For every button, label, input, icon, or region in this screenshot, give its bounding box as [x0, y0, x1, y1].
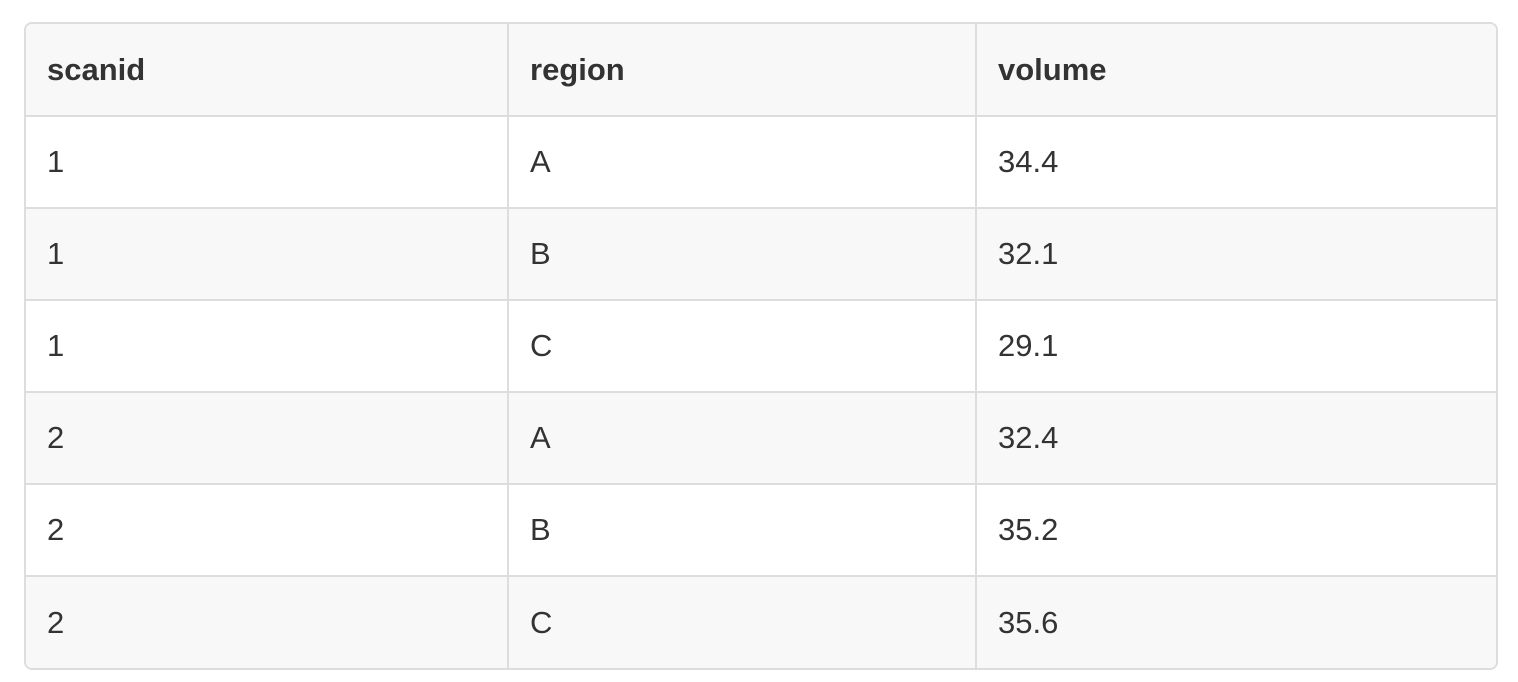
cell-scanid: 1 — [26, 299, 508, 392]
cell-region: B — [507, 483, 976, 576]
data-table: scanid region volume 1 A 34.4 1 B 32.1 1… — [24, 22, 1498, 670]
table-header: scanid region volume — [26, 24, 1496, 116]
table-row: 2 B 35.2 — [26, 483, 1496, 576]
column-header-scanid: scanid — [26, 24, 508, 116]
table-row: 1 C 29.1 — [26, 299, 1496, 392]
cell-scanid: 1 — [26, 115, 508, 208]
cell-volume: 34.4 — [975, 115, 1496, 208]
table-row: 2 C 35.6 — [26, 575, 1496, 668]
cell-volume: 35.6 — [975, 575, 1496, 668]
column-header-volume: volume — [975, 24, 1496, 116]
header-row: scanid region volume — [26, 24, 1496, 116]
cell-volume: 32.1 — [975, 207, 1496, 300]
table-body: 1 A 34.4 1 B 32.1 1 C 29.1 2 A 32.4 2 B — [26, 115, 1496, 668]
cell-region: C — [507, 299, 976, 392]
table-row: 1 B 32.1 — [26, 207, 1496, 300]
cell-volume: 29.1 — [975, 299, 1496, 392]
cell-scanid: 2 — [26, 391, 508, 484]
cell-scanid: 1 — [26, 207, 508, 300]
cell-region: A — [507, 115, 976, 208]
cell-volume: 32.4 — [975, 391, 1496, 484]
table-row: 2 A 32.4 — [26, 391, 1496, 484]
cell-region: C — [507, 575, 976, 668]
cell-scanid: 2 — [26, 483, 508, 576]
column-header-region: region — [507, 24, 976, 116]
cell-region: A — [507, 391, 976, 484]
cell-volume: 35.2 — [975, 483, 1496, 576]
cell-region: B — [507, 207, 976, 300]
data-table-grid: scanid region volume 1 A 34.4 1 B 32.1 1… — [26, 24, 1496, 668]
table-row: 1 A 34.4 — [26, 115, 1496, 208]
cell-scanid: 2 — [26, 575, 508, 668]
